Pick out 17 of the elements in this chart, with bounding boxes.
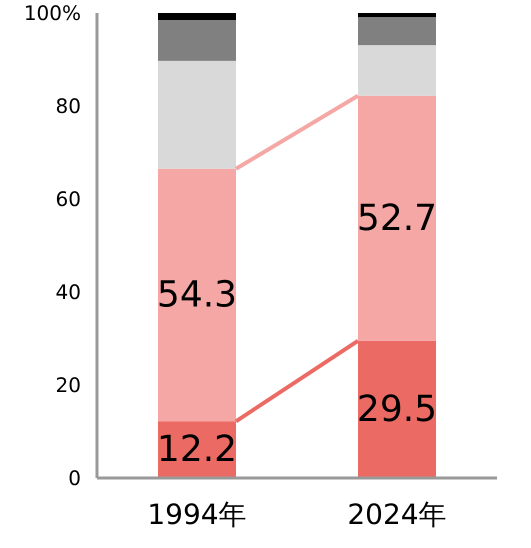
data-label: 29.5	[356, 388, 438, 430]
bar	[358, 13, 436, 18]
bar	[158, 20, 236, 61]
y-tick-label: 40	[56, 280, 81, 304]
y-tick-label: 100%	[24, 1, 81, 26]
y-tick-label: 60	[56, 187, 81, 212]
bar	[358, 17, 436, 46]
data-label: 12.2	[156, 429, 238, 470]
y-tick-label: 80	[56, 94, 81, 118]
bar	[358, 45, 436, 96]
x-tick-label: 2024年	[347, 498, 447, 531]
y-tick-label: 20	[56, 373, 81, 398]
data-label: 52.7	[356, 198, 438, 239]
data-label: 54.3	[156, 274, 238, 316]
y-tick-label: 0	[68, 466, 81, 490]
bar	[158, 13, 236, 20]
x-tick-label: 1994年	[147, 498, 247, 531]
